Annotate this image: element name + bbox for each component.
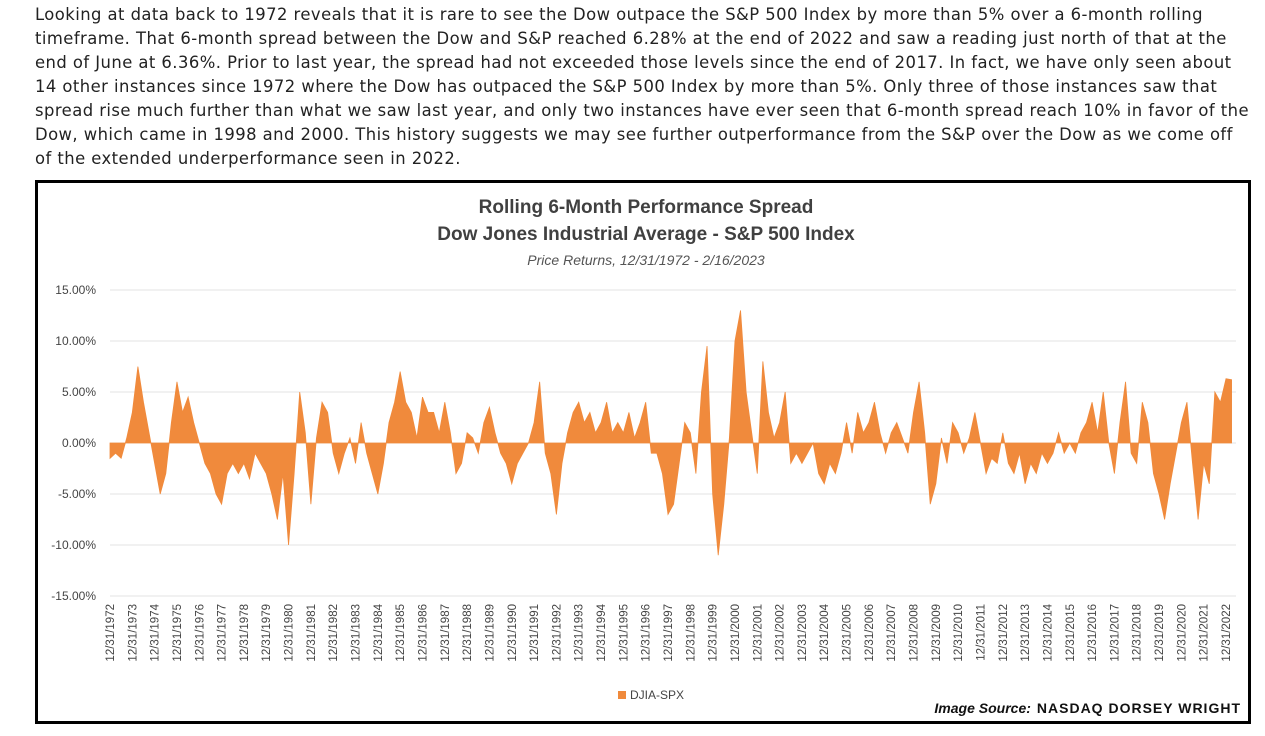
article-paragraph: Looking at data back to 1972 reveals tha… (35, 5, 1250, 168)
x-tick-label: 12/31/2000 (730, 604, 742, 662)
x-tick-label: 12/31/2016 (1087, 604, 1099, 662)
x-tick-label: 12/31/1993 (574, 604, 586, 662)
x-tick-label: 12/31/1983 (351, 604, 363, 662)
x-tick-label: 12/31/1999 (708, 604, 720, 662)
x-tick-label: 12/31/1989 (484, 604, 496, 662)
x-tick-label: 12/31/2011 (975, 604, 987, 661)
x-tick-label: 12/31/2015 (1065, 604, 1077, 662)
x-tick-label: 12/31/1982 (328, 604, 340, 662)
y-tick-label: -10.00% (51, 538, 96, 552)
x-tick-label: 12/31/2022 (1221, 604, 1233, 662)
x-tick-label: 12/31/1975 (172, 604, 184, 662)
x-tick-label: 12/31/2020 (1176, 604, 1188, 662)
x-tick-label: 12/31/2021 (1199, 604, 1211, 662)
x-tick-label: 12/31/1990 (507, 604, 519, 662)
x-tick-label: 12/31/2006 (864, 604, 876, 662)
x-tick-label: 12/31/2019 (1154, 604, 1166, 662)
area (109, 310, 1232, 556)
chart-subtitle: Dow Jones Industrial Average - S&P 500 I… (437, 224, 855, 245)
x-tick-label: 12/31/1972 (105, 604, 117, 662)
x-tick-label: 12/31/1994 (596, 603, 608, 661)
x-tick-label: 12/31/2013 (1020, 604, 1032, 662)
x-tick-label: 12/31/1996 (641, 604, 653, 662)
x-tick-label: 12/31/2008 (909, 604, 921, 662)
x-tick-label: 12/31/2014 (1042, 603, 1054, 661)
x-tick-label: 12/31/2005 (842, 604, 854, 662)
x-tick-label: 12/31/1981 (306, 604, 318, 662)
x-tick-label: 12/31/1995 (618, 604, 630, 662)
x-tick-label: 12/31/2007 (886, 604, 898, 662)
x-tick-label: 12/31/1978 (239, 604, 251, 662)
y-tick-label: -15.00% (51, 589, 96, 603)
y-tick-label: -5.00% (58, 487, 96, 501)
x-tick-label: 12/31/2002 (775, 604, 787, 662)
x-tick-label: 12/31/2012 (998, 604, 1010, 662)
legend-swatch (618, 691, 626, 699)
x-tick-label: 12/31/1980 (284, 604, 296, 662)
x-tick-label: 12/31/1984 (373, 603, 385, 661)
chart-title: Rolling 6-Month Performance Spread (479, 197, 814, 218)
x-tick-label: 12/31/1988 (462, 604, 474, 662)
chart-note: Price Returns, 12/31/1972 - 2/16/2023 (527, 252, 765, 268)
x-tick-label: 12/31/1974 (150, 603, 162, 661)
x-tick-label: 12/31/1985 (395, 604, 407, 662)
chart-frame: Rolling 6-Month Performance Spread Dow J… (35, 180, 1251, 724)
x-tick-label: 12/31/1998 (685, 604, 697, 662)
x-tick-label: 12/31/2018 (1132, 604, 1144, 662)
x-tick-label: 12/31/1976 (194, 604, 206, 662)
chart: Rolling 6-Month Performance Spread Dow J… (51, 197, 1241, 716)
x-tick-label: 12/31/1987 (440, 604, 452, 662)
x-tick-label: 12/31/1986 (417, 604, 429, 662)
source-label: Image Source: (934, 700, 1030, 716)
x-tick-label: 12/31/1973 (127, 604, 139, 662)
x-tick-label: 12/31/2010 (953, 604, 965, 662)
legend-label: DJIA-SPX (630, 688, 684, 702)
x-tick-label: 12/31/1997 (663, 604, 675, 662)
x-tick-label: 12/31/1991 (529, 604, 541, 662)
y-tick-label: 5.00% (62, 385, 96, 399)
y-tick-label: 15.00% (55, 283, 96, 297)
x-tick-label: 12/31/1992 (551, 604, 563, 662)
x-tick-label: 12/31/1977 (217, 604, 229, 662)
source-name: NASDAQ DORSEY WRIGHT (1037, 700, 1241, 716)
y-tick-label: 0.00% (62, 436, 96, 450)
x-tick-label: 12/31/2003 (797, 604, 809, 662)
x-tick-label: 12/31/2009 (931, 604, 943, 662)
y-tick-label: 10.00% (55, 334, 96, 348)
x-tick-label: 12/31/2004 (819, 603, 831, 661)
x-tick-label: 12/31/1979 (261, 604, 273, 662)
x-tick-label: 12/31/2017 (1109, 604, 1121, 662)
x-tick-label: 12/31/2001 (752, 604, 764, 662)
